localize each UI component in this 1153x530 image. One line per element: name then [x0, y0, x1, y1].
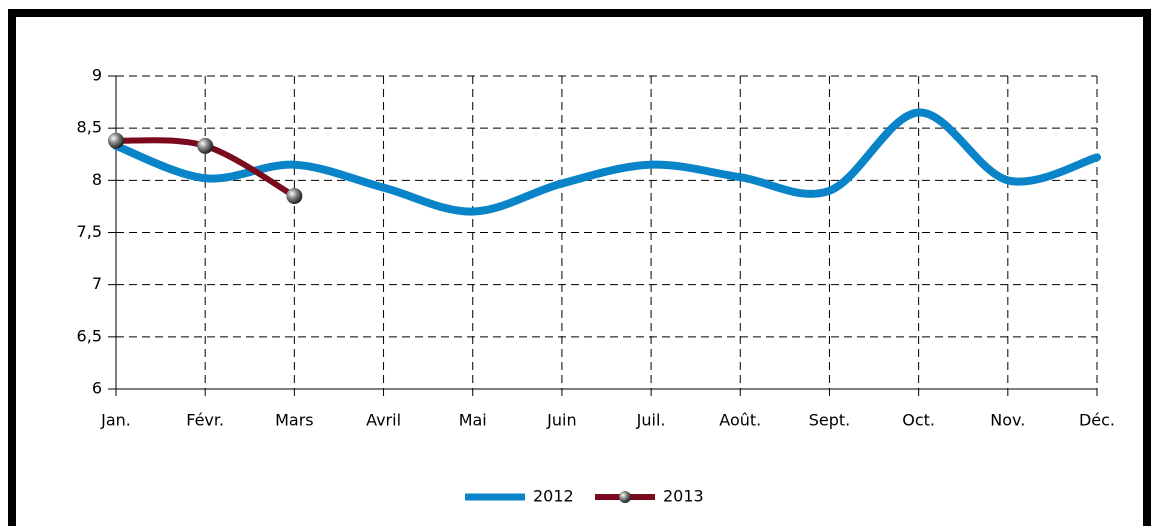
x-tick-label: Jan.	[100, 411, 131, 430]
x-tick-label: Août.	[719, 411, 761, 430]
chart-frame	[8, 9, 1151, 530]
y-tick-label: 7,5	[77, 222, 102, 241]
legend-marker	[619, 491, 631, 503]
y-tick-label: 9	[92, 66, 102, 85]
legend-label: 2012	[533, 487, 574, 506]
x-tick-label: Mars	[275, 411, 314, 430]
y-tick-label: 8	[92, 170, 102, 189]
x-tick-label: Mai	[459, 411, 487, 430]
x-tick-label: Sept.	[809, 411, 851, 430]
y-tick-label: 6	[92, 379, 102, 398]
x-tick-label: Avril	[366, 411, 401, 430]
y-tick-label: 6,5	[77, 326, 102, 345]
point-marker	[286, 187, 303, 204]
y-tick-label: 7	[92, 274, 102, 293]
x-tick-label: Oct.	[902, 411, 935, 430]
legend-label: 2013	[663, 487, 704, 506]
x-tick-label: Nov.	[990, 411, 1025, 430]
x-tick-label: Févr.	[186, 411, 224, 430]
x-tick-label: Juin	[546, 411, 576, 430]
y-tick-label: 8,5	[77, 118, 102, 137]
point-marker	[197, 137, 214, 154]
x-tick-label: Déc.	[1079, 411, 1115, 430]
point-marker	[108, 132, 124, 149]
series-line	[112, 108, 1101, 216]
x-tick-label: Juil.	[636, 411, 666, 430]
